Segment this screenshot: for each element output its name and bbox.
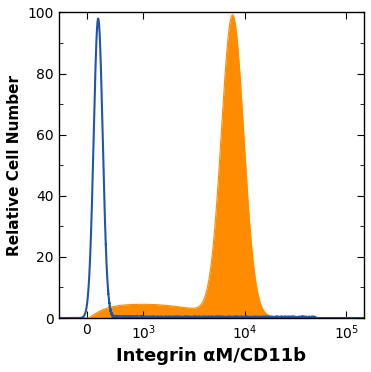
X-axis label: Integrin αM/CD11b: Integrin αM/CD11b — [116, 347, 306, 365]
Y-axis label: Relative Cell Number: Relative Cell Number — [7, 75, 22, 256]
